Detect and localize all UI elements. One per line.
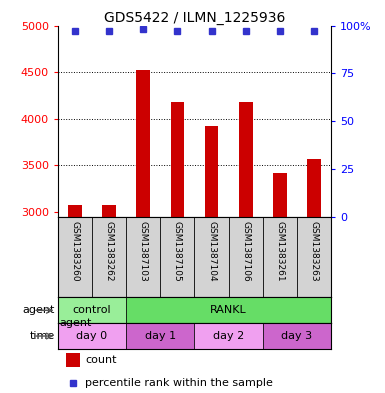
Bar: [58, 323, 126, 349]
Text: GSM1387104: GSM1387104: [207, 220, 216, 281]
Bar: [273, 173, 287, 217]
Bar: [239, 102, 253, 217]
Text: count: count: [85, 355, 117, 365]
Bar: [66, 353, 80, 367]
Bar: [68, 204, 82, 217]
Text: agent: agent: [59, 318, 92, 328]
Text: GSM1387105: GSM1387105: [173, 220, 182, 281]
Text: agent: agent: [23, 305, 55, 315]
Text: time: time: [30, 331, 55, 341]
Text: day 1: day 1: [145, 331, 176, 341]
Text: GSM1383263: GSM1383263: [310, 220, 318, 281]
Text: control: control: [73, 305, 111, 315]
Text: percentile rank within the sample: percentile rank within the sample: [85, 378, 273, 388]
Text: day 0: day 0: [76, 331, 107, 341]
Text: GSM1387106: GSM1387106: [241, 220, 250, 281]
Bar: [126, 323, 194, 349]
Text: RANKL: RANKL: [210, 305, 247, 315]
Bar: [126, 298, 331, 323]
Bar: [58, 298, 126, 323]
Text: GSM1383262: GSM1383262: [104, 220, 114, 281]
Bar: [102, 204, 116, 217]
Text: GSM1387103: GSM1387103: [139, 220, 148, 281]
Bar: [171, 102, 184, 217]
Text: GSM1383260: GSM1383260: [70, 220, 79, 281]
Bar: [136, 70, 150, 217]
Text: GSM1383261: GSM1383261: [275, 220, 285, 281]
Title: GDS5422 / ILMN_1225936: GDS5422 / ILMN_1225936: [104, 11, 285, 24]
Bar: [205, 126, 218, 217]
Text: day 2: day 2: [213, 331, 244, 341]
Bar: [263, 323, 331, 349]
Bar: [307, 159, 321, 217]
Bar: [194, 323, 263, 349]
Text: day 3: day 3: [281, 331, 313, 341]
